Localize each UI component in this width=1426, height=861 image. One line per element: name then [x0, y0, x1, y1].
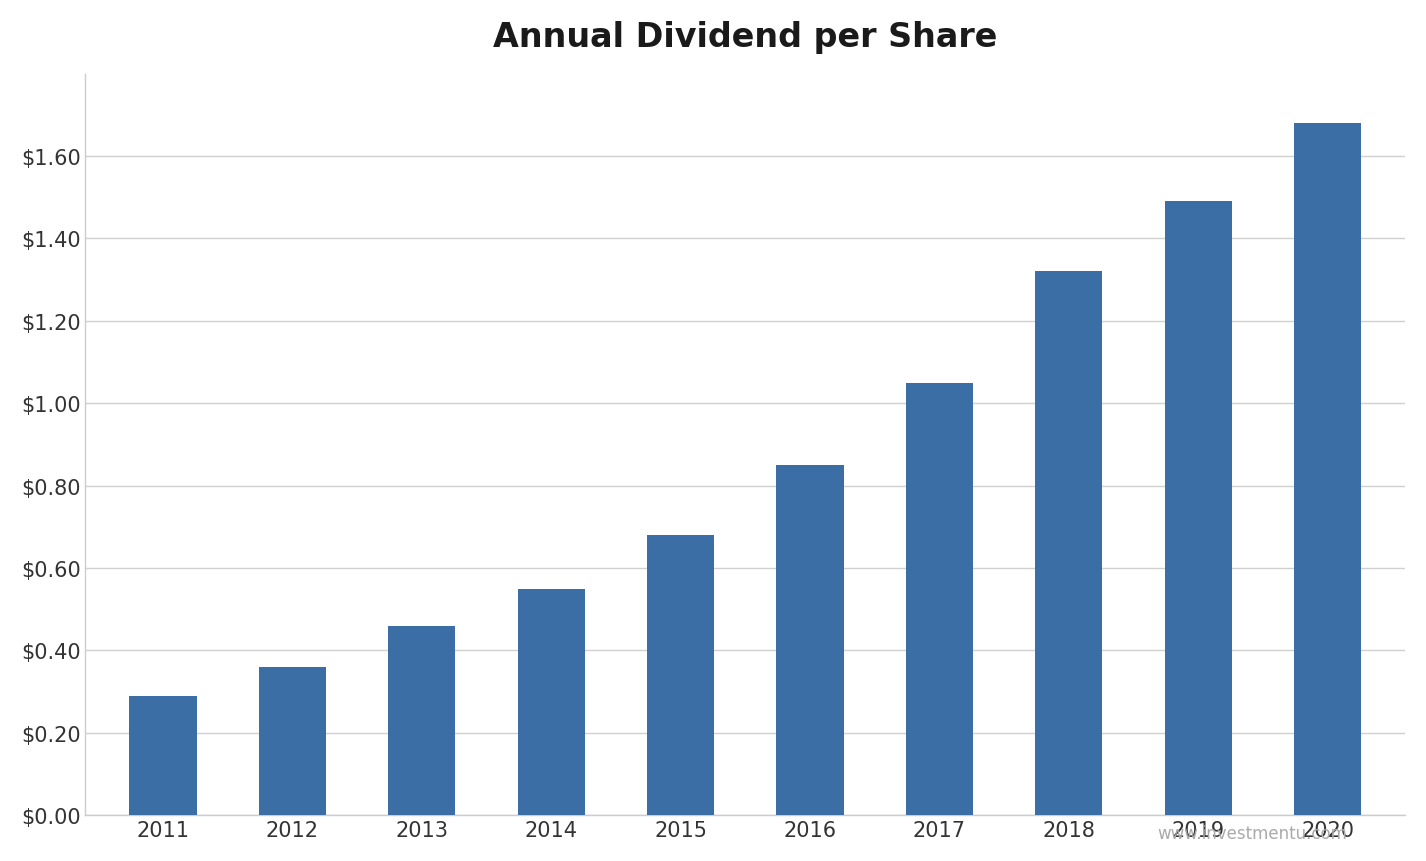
Title: Annual Dividend per Share: Annual Dividend per Share: [493, 21, 998, 53]
Bar: [647, 536, 714, 815]
Bar: [1293, 124, 1362, 815]
Bar: [776, 466, 844, 815]
Bar: [260, 667, 327, 815]
Text: www.investmentu.com: www.investmentu.com: [1158, 824, 1348, 842]
Bar: [130, 696, 197, 815]
Bar: [388, 626, 455, 815]
Bar: [518, 589, 585, 815]
Bar: [906, 383, 973, 815]
Bar: [1035, 272, 1102, 815]
Bar: [1165, 202, 1232, 815]
